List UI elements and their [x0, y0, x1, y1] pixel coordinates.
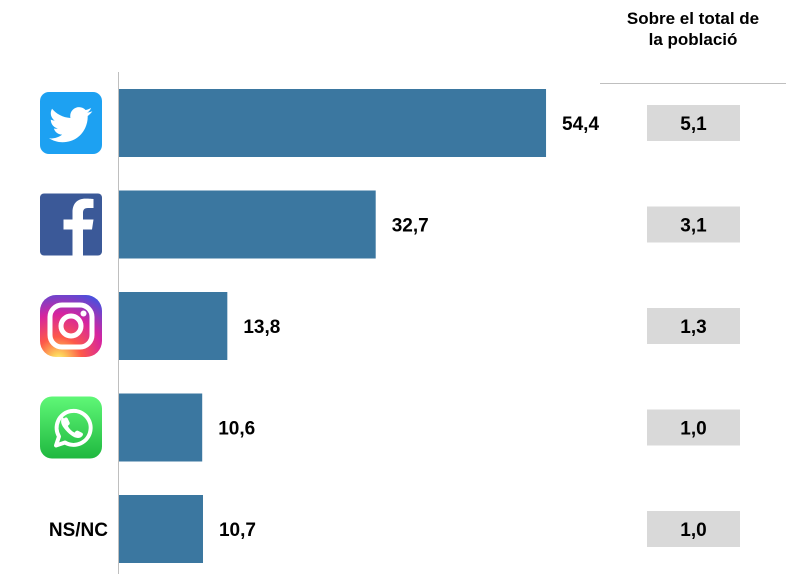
twitter-icon — [40, 92, 102, 154]
bar-instagram — [119, 292, 228, 360]
secondary-value-label: 5,1 — [680, 114, 707, 135]
secondary-value-label: 3,1 — [680, 216, 707, 237]
secondary-value-label: 1,3 — [680, 317, 706, 338]
secondary-value-box — [647, 206, 740, 243]
logos-group: NS/NC — [40, 92, 108, 541]
facebook-icon — [40, 193, 102, 256]
whatsapp-icon — [40, 396, 102, 459]
secondary-column-header: Sobre el total de la població — [626, 9, 760, 49]
secondary-value-box — [647, 308, 740, 344]
bar-value-label: 10,7 — [219, 520, 256, 541]
bar-value-label: 54,4 — [562, 114, 599, 135]
secondary-value-label: 1,0 — [680, 419, 706, 440]
bar-value-label: 32,7 — [392, 216, 429, 237]
bar-value-label: 13,8 — [243, 317, 280, 338]
secondary-value-label: 1,0 — [680, 520, 706, 541]
bar-twitter — [119, 89, 547, 157]
instagram-icon — [40, 295, 102, 357]
secondary-value-box — [647, 511, 740, 547]
bar-facebook — [119, 190, 376, 259]
secondary-value-box — [647, 409, 740, 446]
bar-whatsapp — [119, 393, 203, 462]
bars-group: 54,4 5,1 32,7 3,1 13,8 1,3 10,6 1,0 10,7 1,0 — [119, 89, 740, 563]
bar-nsnc — [119, 495, 203, 563]
secondary-value-box — [647, 105, 740, 141]
category-label-nsnc: NS/NC — [49, 520, 108, 541]
header-divider — [600, 83, 786, 84]
bar-value-label: 10,6 — [218, 419, 255, 440]
